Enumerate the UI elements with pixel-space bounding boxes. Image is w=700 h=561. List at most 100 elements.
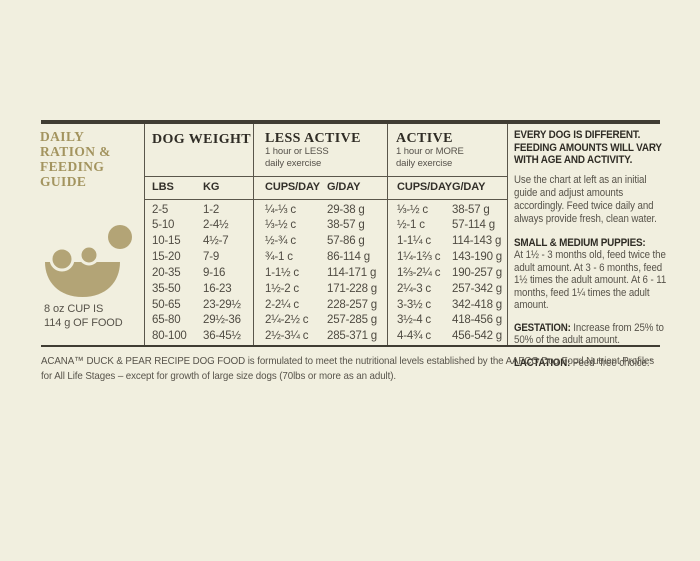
cup-note-line2: 114 g OF FOOD xyxy=(44,317,123,329)
puppies-label: SMALL & MEDIUM PUPPIES: xyxy=(514,236,646,249)
cell-active-cups: 3-3½ c xyxy=(397,298,431,311)
column-divider-4 xyxy=(507,124,508,345)
cell-active-grams: 114-143 g xyxy=(452,235,502,248)
cell-lbs: 35-50 xyxy=(152,282,181,295)
cell-lbs: 80-100 xyxy=(152,330,187,343)
table-row: 2-5 1-2 ¼-⅓ c 29-38 g ⅓-½ c 38-57 g xyxy=(152,203,505,219)
cell-less-active-grams: 228-257 g xyxy=(327,298,377,311)
puppies-text: At 1½ - 3 months old, feed twice the adu… xyxy=(514,249,667,311)
less-active-title: LESS ACTIVE xyxy=(265,131,361,146)
col-kg: KG xyxy=(203,181,220,193)
table-row: 50-65 23-29½ 2-2¼ c 228-257 g 3-3½ c 342… xyxy=(152,298,505,314)
cell-less-active-grams: 114-171 g xyxy=(327,266,377,279)
cell-active-cups: ⅓-½ c xyxy=(397,203,428,216)
cell-active-cups: ½-1 c xyxy=(397,219,425,232)
footnote-line1: ACANA™ DUCK & PEAR RECIPE DOG FOOD is fo… xyxy=(41,355,655,367)
cell-less-active-cups: 2¼-2½ c xyxy=(265,314,309,327)
cell-active-grams: 342-418 g xyxy=(452,298,502,311)
cell-active-grams: 456-542 g xyxy=(452,330,502,343)
gestation-text: Increase from 25% to 50% of the adult am… xyxy=(514,321,664,347)
less-active-sub2: daily exercise xyxy=(265,157,322,169)
col-less-g: G/DAY xyxy=(327,181,361,193)
cell-active-cups: 2¼-3 c xyxy=(397,282,431,295)
gestation-note: GESTATION: Increase from 25% to 50% of t… xyxy=(514,322,669,347)
col-active-cups: CUPS/DAY xyxy=(397,181,453,193)
cell-lbs: 5-10 xyxy=(152,219,175,232)
cell-less-active-cups: ½-¾ c xyxy=(265,235,296,248)
cell-lbs: 50-65 xyxy=(152,298,181,311)
cell-less-active-cups: ⅓-½ c xyxy=(265,219,296,232)
bottom-rule xyxy=(41,345,660,347)
active-header: ACTIVE 1 hour or MORE daily exercise xyxy=(396,131,504,169)
column-divider-3 xyxy=(387,124,388,345)
cell-lbs: 15-20 xyxy=(152,251,181,264)
cell-less-active-cups: ¼-⅓ c xyxy=(265,203,296,216)
active-sub2: daily exercise xyxy=(396,157,453,169)
cell-less-active-cups: ¾-1 c xyxy=(265,251,293,264)
cell-lbs: 20-35 xyxy=(152,266,181,279)
table-column-headers: LBS KG CUPS/DAY G/DAY CUPS/DAY G/DAY xyxy=(152,181,505,193)
cell-less-active-grams: 257-285 g xyxy=(327,314,377,327)
table-row: 35-50 16-23 1½-2 c 171-228 g 2¼-3 c 257-… xyxy=(152,282,505,298)
column-divider-2 xyxy=(253,124,254,345)
cell-less-active-cups: 2½-3¼ c xyxy=(265,330,309,343)
less-active-sub1: 1 hour or LESS xyxy=(265,146,329,157)
info-panel: EVERY DOG IS DIFFERENT. FEEDING AMOUNTS … xyxy=(514,129,669,369)
cell-active-grams: 57-114 g xyxy=(452,219,495,232)
lactation-label: LACTATION: xyxy=(514,356,571,369)
info-heading: EVERY DOG IS DIFFERENT. FEEDING AMOUNTS … xyxy=(514,129,662,166)
cell-active-cups: 1-1¼ c xyxy=(397,235,431,248)
cell-less-active-grams: 57-86 g xyxy=(327,235,365,248)
active-sub1: 1 hour or MORE xyxy=(396,146,464,157)
lactation-text: Feed “free choice.” xyxy=(572,356,653,369)
cell-active-grams: 418-456 g xyxy=(452,314,502,327)
cell-kg: 4½-7 xyxy=(203,235,229,248)
cell-lbs: 65-80 xyxy=(152,314,181,327)
cell-active-grams: 190-257 g xyxy=(452,266,502,279)
cell-lbs: 2-5 xyxy=(152,203,169,216)
table-row: 20-35 9-16 1-1½ c 114-171 g 1⅔-2¼ c 190-… xyxy=(152,266,505,282)
cell-active-cups: 3½-4 c xyxy=(397,314,431,327)
cell-active-cups: 1⅔-2¼ c xyxy=(397,266,441,279)
header-rule xyxy=(144,176,507,177)
cell-kg: 29½-36 xyxy=(203,314,241,327)
feeding-table-body: 2-5 1-2 ¼-⅓ c 29-38 g ⅓-½ c 38-57 g 5-10… xyxy=(152,203,505,346)
footnote-line2: for All Life Stages – except for growth … xyxy=(41,369,397,382)
cell-less-active-grams: 86-114 g xyxy=(327,251,370,264)
active-title: ACTIVE xyxy=(396,131,453,146)
cup-note-line1: 8 oz CUP IS xyxy=(44,303,104,315)
cell-less-active-grams: 285-371 g xyxy=(327,330,377,343)
gestation-label: GESTATION: xyxy=(514,321,571,334)
cell-active-grams: 143-190 g xyxy=(452,251,502,264)
guide-title: DAILY RATION & FEEDING GUIDE xyxy=(40,129,111,189)
cell-kg: 2-4½ xyxy=(203,219,229,232)
cell-less-active-cups: 1-1½ c xyxy=(265,266,299,279)
col-active-g: G/DAY xyxy=(452,181,486,193)
cell-less-active-cups: 2-2¼ c xyxy=(265,298,299,311)
info-intro: Use the chart at left as an initial guid… xyxy=(514,173,657,225)
cell-kg: 1-2 xyxy=(203,203,220,216)
cell-kg: 23-29½ xyxy=(203,298,241,311)
less-active-header: LESS ACTIVE 1 hour or LESS daily exercis… xyxy=(265,131,383,169)
cell-less-active-cups: 1½-2 c xyxy=(265,282,299,295)
cell-kg: 16-23 xyxy=(203,282,232,295)
col-less-cups: CUPS/DAY xyxy=(265,181,321,193)
cell-less-active-grams: 29-38 g xyxy=(327,203,365,216)
cell-less-active-grams: 38-57 g xyxy=(327,219,365,232)
table-row: 80-100 36-45½ 2½-3¼ c 285-371 g 4-4¾ c 4… xyxy=(152,329,505,345)
cell-kg: 36-45½ xyxy=(203,330,241,343)
subheader-rule xyxy=(144,199,507,200)
cell-active-grams: 257-342 g xyxy=(452,282,502,295)
col-lbs: LBS xyxy=(152,181,174,193)
cell-kg: 9-16 xyxy=(203,266,226,279)
lactation-note: LACTATION: Feed “free choice.” xyxy=(514,357,669,370)
table-row: 5-10 2-4½ ⅓-½ c 38-57 g ½-1 c 57-114 g xyxy=(152,218,505,234)
dog-weight-header: DOG WEIGHT xyxy=(152,132,252,147)
bowl-with-kibble-icon xyxy=(45,225,132,297)
cell-lbs: 10-15 xyxy=(152,235,181,248)
cell-active-cups: 1¼-1⅔ c xyxy=(397,251,441,264)
aafco-footnote: ACANA™ DUCK & PEAR RECIPE DOG FOOD is fo… xyxy=(41,354,659,383)
top-rule xyxy=(41,120,660,124)
cell-less-active-grams: 171-228 g xyxy=(327,282,377,295)
